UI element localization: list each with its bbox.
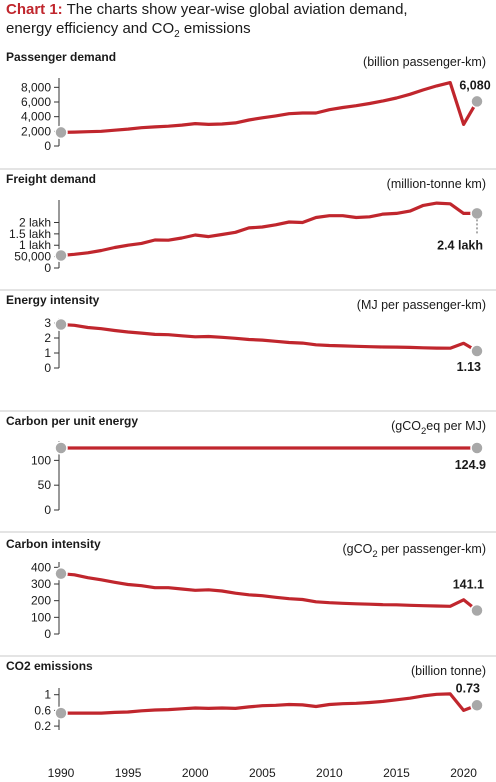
panel-unit: (MJ per passenger-km) xyxy=(357,298,486,312)
end-marker xyxy=(470,206,484,221)
start-marker xyxy=(54,317,68,332)
y-tick-label: 2 xyxy=(44,331,51,345)
panel-unit: (billion passenger-km) xyxy=(363,55,486,69)
y-tick-label: 400 xyxy=(31,560,51,574)
y-tick-label: 4,000 xyxy=(21,110,51,124)
y-tick-label: 1.5 lakh xyxy=(9,227,51,241)
end-marker xyxy=(470,344,484,358)
series-line xyxy=(59,692,479,715)
start-marker xyxy=(54,706,68,720)
y-tick-label: 0 xyxy=(44,361,51,375)
panel-title: Carbon intensity xyxy=(6,537,101,551)
chart-title: Chart 1: The charts show year-wise globa… xyxy=(6,0,490,44)
y-tick-label: 3 xyxy=(44,316,51,330)
x-tick-label: 1990 xyxy=(48,766,75,780)
panel-unit: (million-tonne km) xyxy=(387,177,486,191)
y-tick-label: 1 lakh xyxy=(19,238,51,252)
y-tick-label: 1 xyxy=(44,346,51,360)
start-marker xyxy=(54,566,68,581)
end-value-label: 0.73 xyxy=(456,681,480,695)
panel-unit: (gCO2eq per MJ) xyxy=(391,419,486,437)
chart-number-label: Chart 1: xyxy=(6,1,63,18)
series-line xyxy=(59,572,479,613)
y-tick-label: 0 xyxy=(44,261,51,275)
unit-part: (gCO xyxy=(342,542,372,556)
y-tick-label: 6,000 xyxy=(21,95,51,109)
unit-part: (gCO xyxy=(391,419,421,433)
y-tick-label: 0.6 xyxy=(34,703,51,717)
y-tick-label: 2 lakh xyxy=(19,215,51,229)
x-tick-label: 2000 xyxy=(182,766,209,780)
title-line-2-b: emissions xyxy=(179,20,251,37)
start-marker xyxy=(54,441,68,455)
x-tick-label: 2010 xyxy=(316,766,343,780)
panel-unit: (gCO2 per passenger-km) xyxy=(342,542,486,560)
start-marker xyxy=(54,125,68,140)
series-line xyxy=(59,201,479,258)
y-tick-label: 100 xyxy=(31,453,51,467)
end-marker xyxy=(470,441,484,455)
end-marker xyxy=(470,603,484,618)
x-tick-label: 2015 xyxy=(383,766,410,780)
start-marker xyxy=(54,248,68,263)
series-line xyxy=(59,80,479,134)
x-tick-label: 1995 xyxy=(115,766,142,780)
x-tick-label: 2020 xyxy=(450,766,477,780)
unit-subscript: 2 xyxy=(421,426,426,437)
y-tick-label: 200 xyxy=(31,594,51,608)
y-tick-label: 50,000 xyxy=(14,250,51,264)
y-tick-label: 100 xyxy=(31,610,51,624)
panel-title: Energy intensity xyxy=(6,293,100,307)
x-tick-label: 2005 xyxy=(249,766,276,780)
title-line-2-sub: 2 xyxy=(174,29,180,40)
y-tick-label: 300 xyxy=(31,577,51,591)
end-value-label: 141.1 xyxy=(453,577,484,591)
panel-title: Carbon per unit energy xyxy=(6,414,138,428)
title-line-1: The charts show year-wise global aviatio… xyxy=(66,1,408,18)
end-value-label: 124.9 xyxy=(455,458,486,472)
y-tick-label: 2,000 xyxy=(21,124,51,138)
end-marker xyxy=(470,94,484,109)
end-value-label: 6,080 xyxy=(459,78,490,92)
unit-subscript: 2 xyxy=(372,549,377,560)
panel-title: Passenger demand xyxy=(6,50,116,64)
y-tick-label: 50 xyxy=(38,478,52,492)
y-tick-label: 1 xyxy=(44,688,51,702)
unit-part: eq per MJ) xyxy=(426,419,486,433)
end-marker xyxy=(470,698,484,713)
y-tick-label: 0 xyxy=(44,139,51,153)
end-value-label: 2.4 lakh xyxy=(437,238,483,252)
title-line-2-a: energy efficiency and CO xyxy=(6,20,175,37)
y-tick-label: 0 xyxy=(44,627,51,641)
y-tick-label: 0.2 xyxy=(34,719,51,733)
panel-title: Freight demand xyxy=(6,172,96,186)
y-tick-label: 8,000 xyxy=(21,80,51,94)
series-line xyxy=(59,322,479,353)
unit-part: per passenger-km) xyxy=(378,542,486,556)
end-value-label: 1.13 xyxy=(457,360,481,374)
panel-unit: (billion tonne) xyxy=(411,664,486,678)
y-tick-label: 0 xyxy=(44,503,51,517)
panel-title: CO2 emissions xyxy=(6,659,93,673)
